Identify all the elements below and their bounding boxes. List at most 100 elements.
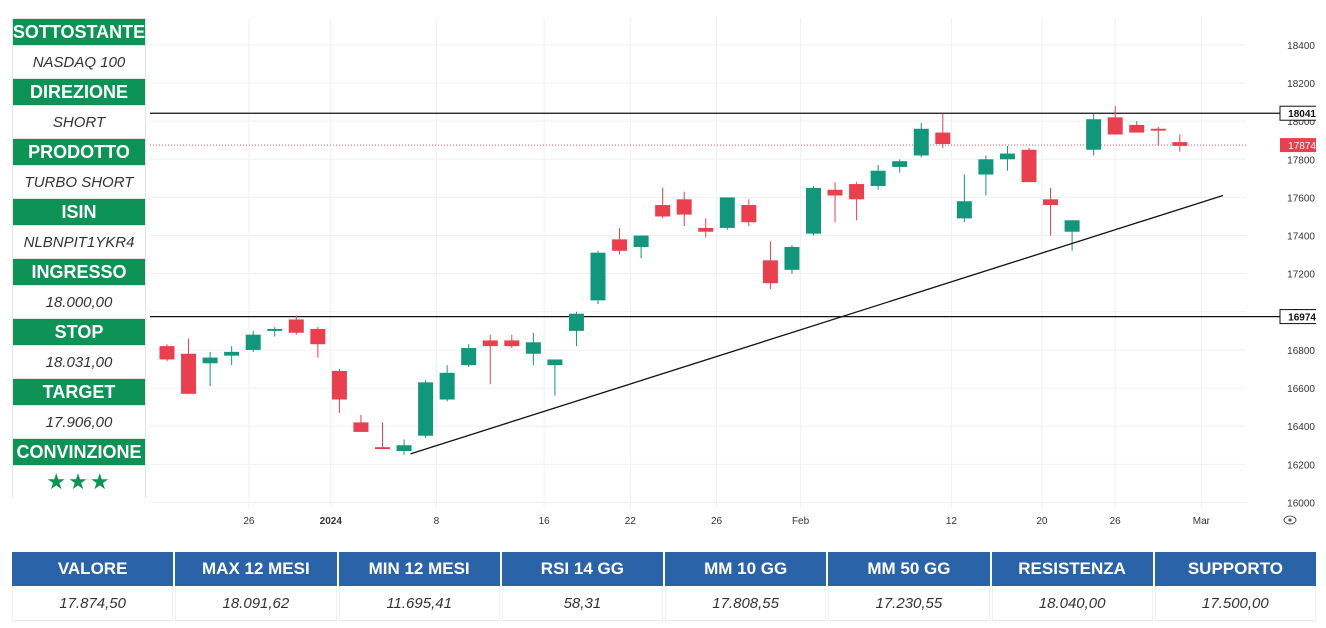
- stat-header: RSI 14 GG: [501, 552, 663, 586]
- x-tick-label: Mar: [1193, 516, 1211, 527]
- y-tick-label: 16200.00: [1287, 460, 1316, 471]
- stat-header: RESISTENZA: [991, 552, 1153, 586]
- candle-body: [590, 252, 606, 301]
- candle-body: [504, 340, 520, 347]
- candle-body: [288, 319, 304, 333]
- trade-info-panel: SOTTOSTANTE NASDAQ 100 DIREZIONE SHORT PRODO…: [12, 18, 146, 510]
- candle-body: [698, 227, 714, 232]
- candle-body: [418, 382, 434, 436]
- stat-value: 18.040,00: [991, 586, 1153, 621]
- panel-value-target: 17.906,00: [12, 406, 146, 438]
- y-tick-label: 18000.00: [1287, 117, 1316, 128]
- candle-body: [1021, 149, 1037, 183]
- eye-icon-pupil: [1288, 518, 1292, 522]
- x-tick-label: 2024: [320, 516, 343, 527]
- candle-body: [827, 189, 843, 196]
- panel-value-direzione: SHORT: [12, 106, 146, 138]
- candle-body: [331, 370, 347, 400]
- panel-label-direzione: DIREZIONE: [12, 78, 146, 106]
- y-tick-label: 16800.00: [1287, 346, 1316, 357]
- panel-value-isin: NLBNPIT1YKR4: [12, 226, 146, 258]
- candle-body: [676, 199, 692, 215]
- level-price-tag-label: 18041.51: [1288, 109, 1316, 120]
- stat-header: MAX 12 MESI: [175, 552, 337, 586]
- y-tick-label: 17800.00: [1287, 155, 1316, 166]
- x-tick-label: 26: [1110, 516, 1122, 527]
- panel-value-prodotto: TURBO SHORT: [12, 166, 146, 198]
- y-tick-label: 17400.00: [1287, 232, 1316, 243]
- y-tick-label: 17600.00: [1287, 193, 1316, 204]
- candle-body: [568, 313, 584, 331]
- panel-label-isin: ISIN: [12, 198, 146, 226]
- candle-body: [762, 260, 778, 284]
- candle-body: [1107, 117, 1123, 135]
- candle-body: [461, 348, 477, 366]
- candle-body: [784, 246, 800, 270]
- candle-body: [202, 357, 218, 364]
- panel-label-prodotto: PRODOTTO: [12, 138, 146, 166]
- panel-value-stop: 18.031,00: [12, 346, 146, 378]
- candle-body: [1064, 220, 1080, 232]
- x-tick-label: 16: [539, 516, 551, 527]
- candle-body: [353, 422, 369, 432]
- panel-label-ingresso: INGRESSO: [12, 258, 146, 286]
- candle-body: [1043, 199, 1059, 206]
- candle-body: [892, 161, 908, 167]
- x-tick-label: 22: [625, 516, 637, 527]
- y-tick-label: 18200.00: [1287, 79, 1316, 90]
- candle-body: [224, 351, 240, 356]
- candle-body: [806, 187, 821, 234]
- candle-body: [267, 328, 283, 331]
- candle-body: [870, 170, 886, 186]
- stat-value: 18.091,62: [175, 586, 337, 621]
- candle-body: [999, 153, 1015, 160]
- candle-body: [978, 159, 994, 175]
- candle-body: [375, 447, 390, 450]
- stat-header: SUPPORTO: [1154, 552, 1316, 586]
- stat-value: 17.230,55: [828, 586, 990, 621]
- candle-body: [482, 340, 498, 347]
- candle-body: [633, 235, 649, 247]
- x-tick-label: 12: [946, 516, 958, 527]
- stat-value: 17.808,55: [665, 586, 827, 621]
- y-tick-label: 17200.00: [1287, 270, 1316, 281]
- candle-body: [741, 205, 757, 223]
- trendline: [410, 194, 1224, 455]
- candle-body: [396, 445, 412, 451]
- level-price-tag: [1279, 105, 1316, 121]
- x-tick-label: 8: [434, 516, 440, 527]
- candle-body: [612, 239, 628, 251]
- y-tick-label: 16600.00: [1287, 384, 1316, 395]
- stat-header: MIN 12 MESI: [338, 552, 500, 586]
- candle-body: [956, 201, 972, 219]
- stat-value: 58,31: [501, 586, 663, 621]
- candle-body: [935, 132, 951, 145]
- candle-body: [913, 128, 929, 156]
- x-tick-label: 26: [711, 516, 723, 527]
- panel-value-convinzione: ★★★: [12, 466, 146, 498]
- stat-value: 17.500,00: [1154, 586, 1316, 621]
- candle-body: [439, 372, 455, 400]
- stat-header: MM 10 GG: [665, 552, 827, 586]
- stats-table: VALORE MAX 12 MESI MIN 12 MESI RSI 14 GG MM …: [12, 552, 1316, 621]
- candle-body: [1129, 124, 1145, 133]
- panel-value-ingresso: 18.000,00: [12, 286, 146, 318]
- level-price-tag: [1279, 309, 1316, 325]
- level-price-tag-label: 16974.89: [1288, 313, 1316, 324]
- x-tick-label: Feb: [792, 516, 810, 527]
- candle-body: [159, 346, 175, 360]
- stat-value: 17.874,50: [12, 586, 174, 621]
- candle-body: [1172, 142, 1188, 146]
- candle-body: [310, 328, 326, 345]
- panel-label-sottostante: SOTTOSTANTE: [12, 18, 146, 46]
- last-price-tag-label: 17874.50: [1288, 141, 1316, 152]
- stat-header: VALORE: [12, 552, 174, 586]
- x-tick-label: 20: [1036, 516, 1048, 527]
- candle-body: [181, 353, 197, 394]
- candle-body: [719, 197, 735, 228]
- panel-label-stop: STOP: [12, 318, 146, 346]
- last-price-tag: [1280, 138, 1316, 153]
- candle-body: [245, 334, 261, 350]
- candle-body: [525, 342, 541, 354]
- candle-body: [1150, 128, 1166, 131]
